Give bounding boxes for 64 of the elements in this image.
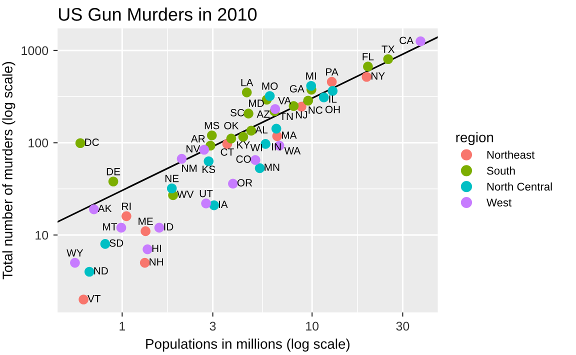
data-label: AR xyxy=(190,135,205,142)
data-label: LA xyxy=(241,78,254,86)
data-label: NM xyxy=(182,164,197,172)
data-label: TX xyxy=(382,46,395,53)
data-label: ND xyxy=(94,267,108,274)
data-label: VT xyxy=(88,295,101,302)
legend-label: West xyxy=(486,198,512,207)
data-label: IL xyxy=(329,95,337,103)
data-label: SD xyxy=(110,239,124,247)
x-axis-title: Populations in millions (log scale) xyxy=(146,338,350,352)
data-label: ID xyxy=(164,223,174,230)
data-label: NE xyxy=(165,174,179,182)
chart-title: US Gun Murders in 2010 xyxy=(58,8,257,21)
data-label: NV xyxy=(186,145,200,152)
data-label: DC xyxy=(85,138,99,146)
data-label: MI xyxy=(306,72,316,80)
data-label: VA xyxy=(278,97,292,104)
data-label: OK xyxy=(224,122,239,130)
legend-title: region xyxy=(456,132,494,146)
data-label: KS xyxy=(202,166,216,174)
data-label: CA xyxy=(400,36,414,44)
data-label: WV xyxy=(177,190,194,198)
data-label: PA xyxy=(326,68,338,76)
data-label: NY xyxy=(372,72,385,80)
data-label: MD xyxy=(249,100,264,107)
data-label: MN xyxy=(264,164,280,171)
data-label: WY xyxy=(66,249,84,256)
data-label: IN xyxy=(272,143,281,150)
data-label: CT xyxy=(220,148,234,156)
data-label: GA xyxy=(290,85,304,92)
data-label: AK xyxy=(98,204,112,212)
data-label: MS xyxy=(204,122,220,130)
data-label: AZ xyxy=(256,110,270,118)
legend-label: Northeast xyxy=(487,150,535,159)
y-axis-title: Total number of murders (log scale) xyxy=(2,62,16,280)
y-tick-label: 1000 xyxy=(22,46,48,56)
x-tick-label: 30 xyxy=(396,322,410,331)
data-label: UT xyxy=(200,190,213,198)
data-label: DE xyxy=(106,168,120,176)
data-label: WI xyxy=(250,144,262,152)
data-label: ME xyxy=(138,218,153,225)
data-label: MA xyxy=(282,132,297,139)
data-label: NC xyxy=(308,106,323,114)
y-tick-label: 10 xyxy=(36,230,48,240)
data-label: MT xyxy=(103,223,118,230)
data-label: OR xyxy=(237,179,252,186)
data-label: CO xyxy=(236,155,251,163)
data-label: FL xyxy=(362,53,374,60)
data-label: IA xyxy=(218,200,228,208)
x-tick-label: 1 xyxy=(120,322,126,330)
legend-label: South xyxy=(486,166,515,175)
data-label: NH xyxy=(150,258,163,266)
data-label: MO xyxy=(262,82,278,90)
data-label: KY xyxy=(237,141,250,148)
data-label: HI xyxy=(152,244,161,252)
data-label: NJ xyxy=(296,111,308,118)
x-tick-label: 10 xyxy=(306,322,319,331)
data-label: WA xyxy=(284,147,301,154)
data-label: OH xyxy=(325,106,340,114)
y-tick-label: 100 xyxy=(28,138,48,148)
x-tick-label: 3 xyxy=(210,322,216,331)
data-label: SC xyxy=(230,109,244,116)
data-label: RI xyxy=(122,202,131,210)
legend-label: North Central xyxy=(487,182,552,191)
